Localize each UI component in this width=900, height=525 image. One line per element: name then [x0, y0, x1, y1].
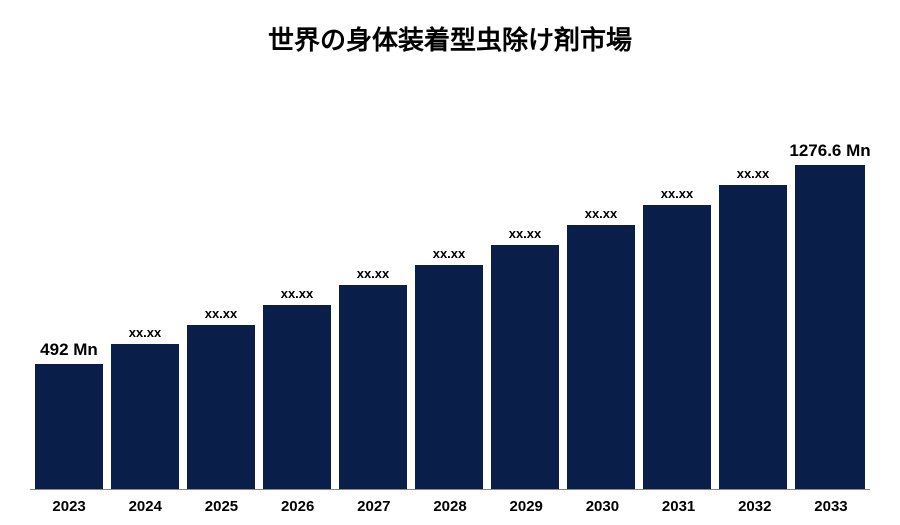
- plot-area: 492 Mn xx.xx xx.xx xx.xx xx.xx xx.xx xx.xx xx.x…: [30, 87, 870, 490]
- bar-value-label: xx.xx: [129, 325, 162, 340]
- bar-value-label: xx.xx: [281, 286, 314, 301]
- x-axis-label: 2031: [645, 498, 713, 515]
- bar: [795, 165, 865, 489]
- bar-value-label: 1276.6 Mn: [789, 141, 870, 161]
- bar: [111, 344, 179, 489]
- bar-group: 1276.6 Mn: [795, 87, 865, 489]
- bar-group: xx.xx: [491, 87, 559, 489]
- x-axis: 2023 2024 2025 2026 2027 2028 2029 2030 2031 2032…: [30, 490, 870, 515]
- bar: [339, 285, 407, 489]
- x-axis-label: 2029: [492, 498, 560, 515]
- bar: [35, 364, 103, 489]
- bar-group: xx.xx: [263, 87, 331, 489]
- bar: [415, 265, 483, 489]
- bar-group: xx.xx: [415, 87, 483, 489]
- bar: [719, 185, 787, 489]
- x-axis-label: 2024: [111, 498, 179, 515]
- x-axis-label: 2027: [340, 498, 408, 515]
- bar-value-label: 492 Mn: [40, 340, 98, 360]
- x-axis-label: 2023: [35, 498, 103, 515]
- bar-group: xx.xx: [643, 87, 711, 489]
- bar-group: xx.xx: [567, 87, 635, 489]
- bar: [263, 305, 331, 489]
- bar-group: 492 Mn: [35, 87, 103, 489]
- x-axis-label: 2028: [416, 498, 484, 515]
- x-axis-label: 2026: [264, 498, 332, 515]
- x-axis-label: 2032: [721, 498, 789, 515]
- bar: [491, 245, 559, 489]
- bar: [567, 225, 635, 489]
- bar-value-label: xx.xx: [433, 246, 466, 261]
- bar: [643, 205, 711, 489]
- bar-group: xx.xx: [339, 87, 407, 489]
- bar-value-label: xx.xx: [509, 226, 542, 241]
- chart-container: 世界の身体装着型虫除け剤市場 492 Mn xx.xx xx.xx xx.xx xx.x…: [0, 0, 900, 525]
- bar-value-label: xx.xx: [357, 266, 390, 281]
- bar-value-label: xx.xx: [737, 166, 770, 181]
- chart-title: 世界の身体装着型虫除け剤市場: [30, 20, 870, 57]
- bar-value-label: xx.xx: [661, 186, 694, 201]
- x-axis-label: 2025: [187, 498, 255, 515]
- bar: [187, 325, 255, 489]
- bar-group: xx.xx: [719, 87, 787, 489]
- bar-value-label: xx.xx: [585, 206, 618, 221]
- bar-group: xx.xx: [187, 87, 255, 489]
- bar-value-label: xx.xx: [205, 306, 238, 321]
- bar-group: xx.xx: [111, 87, 179, 489]
- x-axis-label: 2033: [797, 498, 865, 515]
- x-axis-label: 2030: [568, 498, 636, 515]
